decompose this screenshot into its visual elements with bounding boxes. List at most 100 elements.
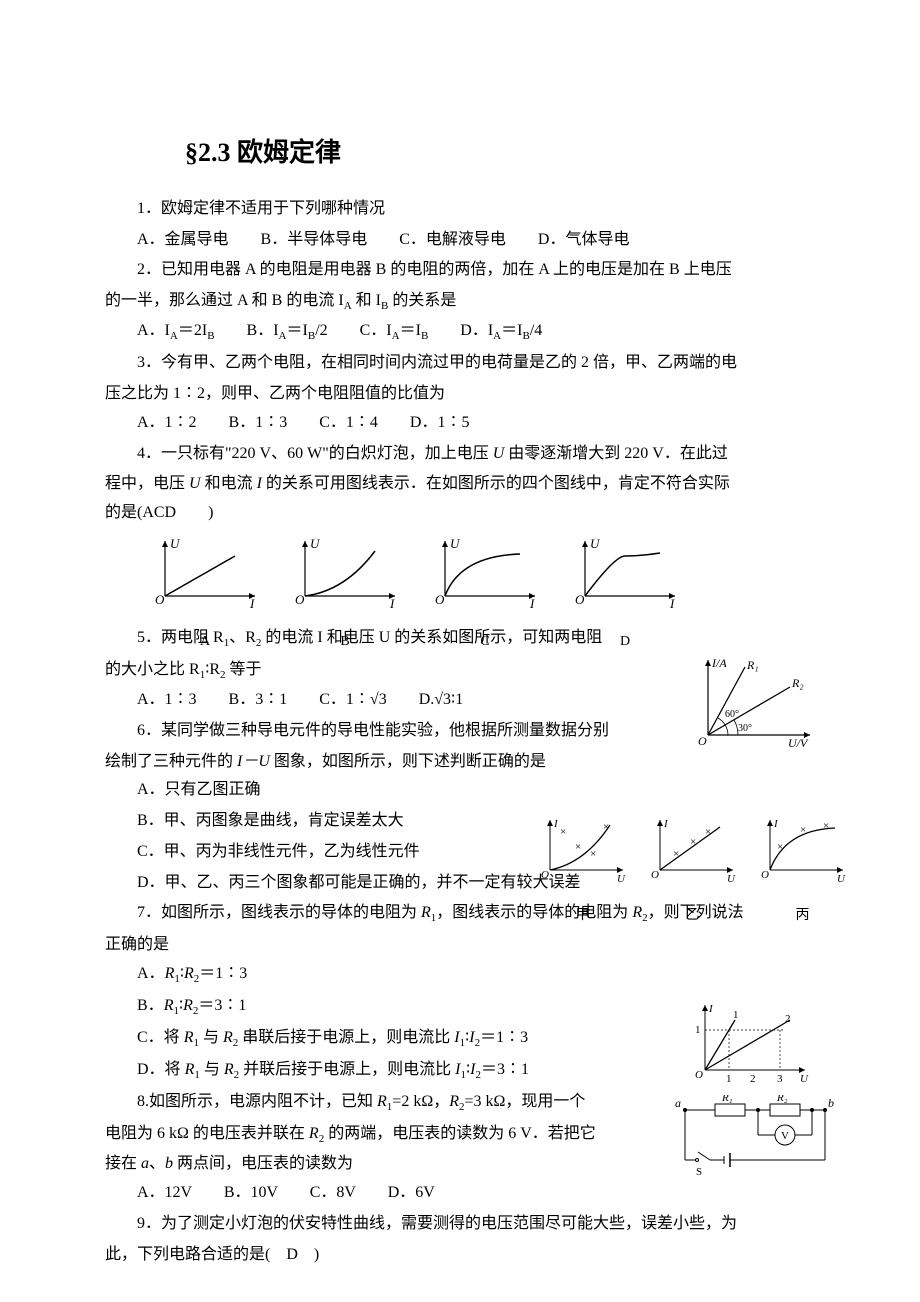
q5-s1b: 、R	[229, 629, 256, 646]
q2-oa1: A．I	[137, 322, 170, 339]
svg-text:I: I	[663, 818, 669, 830]
q7-od-p: D．将	[137, 1061, 185, 1078]
q7-r2: R	[632, 904, 642, 921]
q2-od1: D．I	[428, 322, 493, 339]
svg-text:O: O	[761, 869, 769, 881]
section-title: §2.3 欧姆定律	[185, 130, 815, 177]
q6-chart-3: ××× OUI 丙	[755, 815, 850, 890]
svg-text:I: I	[708, 1003, 714, 1015]
q7-od-c: 并联后接于电源上，则电流比	[239, 1061, 455, 1078]
q5-stem1: 5．两电阻 R1、R2 的电流 I 和电压 U 的关系如图所示，可知两电阻	[105, 624, 815, 654]
q4-stem1: 4．一只标有"220 V、60 W"的白炽灯泡，加上电压 U 由零逐渐增大到 2…	[105, 440, 815, 469]
svg-text:×: ×	[575, 841, 581, 853]
svg-text:×: ×	[560, 826, 566, 838]
q8-s3: 接在	[105, 1155, 141, 1172]
q7-oa-p: A．	[137, 965, 165, 982]
q7-oa-r1: R	[165, 965, 175, 982]
q6-l1: 甲	[535, 903, 630, 928]
q9-stem1: 9．为了测定小灯泡的伏安特性曲线，需要测得的电压范围尽可能大些，误差小些，为	[105, 1210, 815, 1239]
q4-stem2: 程中，电压 U 和电流 I 的关系可用图线表示．在如图所示的四个图线中，肯定不符…	[105, 470, 815, 499]
q2-ob3: /2 C．I	[315, 322, 391, 339]
q5-opts-text: A．1∶3 B．3∶1 C．1∶√3 D.√3∶1	[137, 691, 463, 708]
q8-b: b	[165, 1155, 173, 1172]
svg-text:U: U	[450, 536, 461, 551]
q6-iu: I－U	[237, 753, 270, 770]
svg-text:1: 1	[695, 1024, 701, 1036]
svg-text:60°: 60°	[725, 709, 739, 720]
svg-text:O: O	[295, 592, 305, 607]
q4-u: U	[493, 445, 505, 462]
q2-line2: 的一半，那么通过 A 和 B 的电流 IA 和 IB 的关系是	[105, 287, 815, 317]
q7-s1: 7．如图所示，图线表示的导体的电阻为	[137, 904, 421, 921]
q4-s2c: 的关系可用图线表示．在如图所示的四个图线中，肯定不符合实际	[262, 475, 730, 492]
q7-oa-r2: R	[184, 965, 194, 982]
svg-text:U: U	[727, 873, 736, 885]
svg-text:U: U	[837, 873, 846, 885]
q4-charts: O U I A O U I B O U I C	[145, 536, 815, 616]
q5-s2b: ∶R	[205, 661, 220, 678]
svg-text:O: O	[575, 592, 585, 607]
q2-ob2: ＝I	[287, 322, 308, 339]
q8-s3b: 、	[149, 1155, 165, 1172]
q2-oa2: ＝2I	[178, 322, 207, 339]
svg-text:I: I	[529, 596, 535, 611]
q5-s1: 5．两电阻 R	[137, 629, 224, 646]
q2-l2a: 的一半，那么通过 A 和 B 的电流 I	[105, 292, 344, 309]
q7-optA: A．R1∶R2＝1∶3	[105, 960, 815, 990]
svg-text:U: U	[310, 536, 321, 551]
q6-s2a: 绘制了三种元件的	[105, 753, 237, 770]
svg-text:U/V: U/V	[788, 736, 809, 750]
q8-r1: R	[377, 1093, 387, 1110]
q2-options: A．IA＝2IB B．IA＝IB/2 C．IA＝IB D．IA＝IB/4	[105, 317, 815, 347]
svg-text:3: 3	[777, 1073, 783, 1085]
svg-text:O: O	[155, 592, 165, 607]
svg-text:V: V	[781, 1130, 789, 1142]
q7-od-b: 与	[200, 1061, 224, 1078]
q2-l2c: 的关系是	[388, 292, 456, 309]
svg-text:R₁: R₁	[721, 1095, 733, 1104]
q2-stem: 2．已知用电器 A 的电阻是用电器 B 的电阻的两倍，加在 A 上的电压是加在 …	[105, 256, 815, 285]
q4-s2b: 和电流	[201, 475, 257, 492]
q3-stem2: 压之比为 1∶2，则甲、乙两个电阻阻值的比值为	[105, 380, 815, 409]
svg-text:I: I	[389, 596, 395, 611]
q7-ob-p: B．	[137, 997, 164, 1014]
q7-oc-p: C．将	[137, 1029, 184, 1046]
svg-text:O: O	[698, 734, 707, 748]
svg-text:I: I	[249, 596, 255, 611]
q7-oc-c: 串联后接于电源上，则电流比	[238, 1029, 454, 1046]
svg-text:S: S	[696, 1166, 702, 1178]
svg-text:×: ×	[823, 820, 829, 832]
q8-s2: 电阻为 6 kΩ 的电压表并联在	[105, 1125, 309, 1142]
svg-text:I: I	[669, 596, 675, 611]
svg-text:O: O	[651, 869, 659, 881]
svg-text:O: O	[695, 1069, 703, 1081]
q5-chart: I/A U/V O R₁ R₂ 60° 30°	[690, 655, 820, 750]
q2-ob1: B．I	[215, 322, 279, 339]
q8-r2: R	[449, 1093, 459, 1110]
svg-text:×: ×	[777, 841, 783, 853]
q1-options: A．金属导电 B．半导体导电 C．电解液导电 D．气体导电	[105, 226, 815, 255]
q4-s1b: 由零逐渐增大到 220 V．在此过	[504, 445, 728, 462]
q7-od-e: ＝3∶1	[481, 1061, 529, 1078]
svg-text:R₂: R₂	[791, 676, 804, 690]
q6-l2: 乙	[645, 903, 740, 928]
q6-optA: A．只有乙图正确	[105, 776, 815, 805]
svg-text:1: 1	[726, 1073, 732, 1085]
q4-u2: U	[189, 475, 201, 492]
q8-s1b: =2 kΩ，	[392, 1093, 449, 1110]
svg-text:b: b	[828, 1096, 834, 1110]
svg-text:×: ×	[800, 824, 806, 836]
q7-oc-b: 与	[199, 1029, 223, 1046]
q8-s2b: 的两端，电压表的读数为 6 V．若把它	[324, 1125, 596, 1142]
q6-chart-2: ××× OUI 乙	[645, 815, 740, 890]
svg-text:U: U	[800, 1073, 809, 1085]
q6-l3: 丙	[755, 903, 850, 928]
svg-text:U: U	[590, 536, 601, 551]
q2-od2: ＝I	[501, 322, 522, 339]
svg-text:30°: 30°	[738, 723, 752, 734]
svg-text:×: ×	[673, 848, 679, 860]
svg-text:I/A: I/A	[711, 656, 727, 670]
q7-oc-e: ＝1∶3	[480, 1029, 528, 1046]
svg-text:O: O	[435, 592, 445, 607]
svg-text:×: ×	[690, 836, 696, 848]
